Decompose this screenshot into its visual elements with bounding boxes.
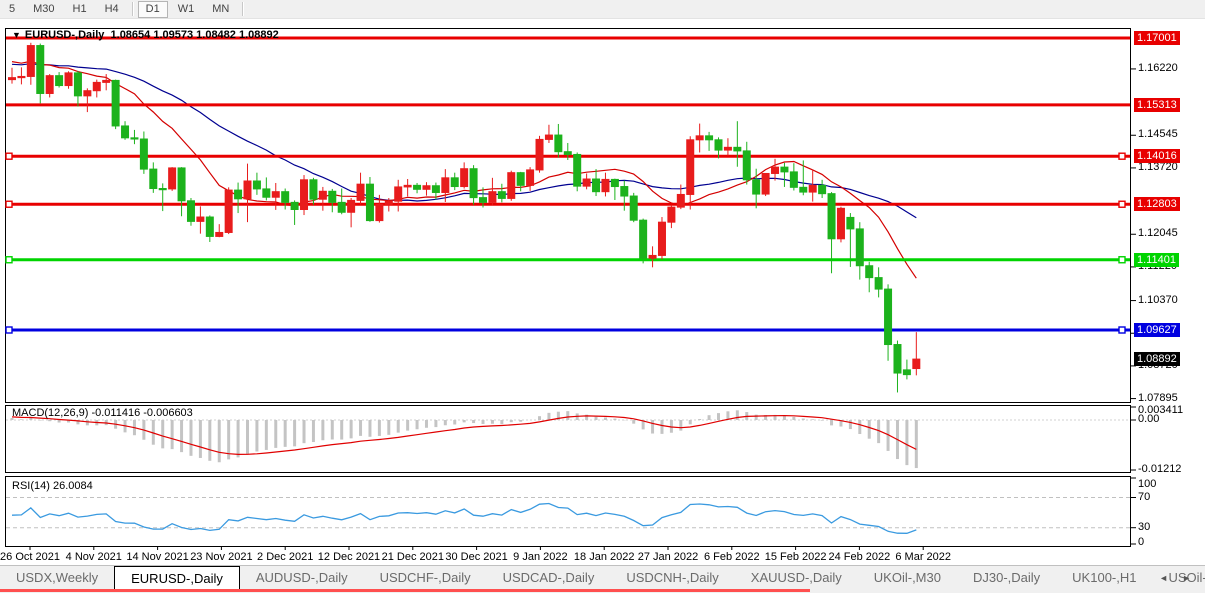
- price-tick-label: 1.12045: [1138, 227, 1178, 240]
- timeframe-toolbar: 5 M30 H1 H4 D1 W1 MN: [0, 0, 1205, 19]
- tab-scroll-left-button[interactable]: ◄: [1159, 572, 1169, 583]
- toolbar-separator: [131, 2, 133, 16]
- date-tick-label: 26 Oct 2021: [0, 551, 60, 563]
- date-tick-label: 6 Mar 2022: [895, 551, 952, 563]
- timeframe-button-H4[interactable]: H4: [104, 2, 119, 15]
- chart-symbol-period: EURUSD-,Daily: [24, 29, 105, 41]
- date-tick-label: 9 Jan 2022: [513, 551, 568, 563]
- chart-tab-usdcnh-daily[interactable]: USDCNH-,Daily: [626, 570, 719, 585]
- date-tick-label: 15 Feb 2022: [764, 551, 827, 563]
- chart-tab-usdchf-daily[interactable]: USDCHF-,Daily: [379, 570, 471, 585]
- chart-tab-eurusd-daily[interactable]: EURUSD-,Daily: [114, 566, 240, 589]
- chart-tab-xauusd-daily[interactable]: XAUUSD-,Daily: [750, 570, 842, 585]
- level-price-badge: 1.15313: [1134, 97, 1180, 112]
- macd-tick-label: 0.00: [1138, 413, 1160, 425]
- chart-tab-audusd-daily[interactable]: AUDUSD-,Daily: [255, 570, 348, 585]
- date-tick-label: 18 Jan 2022: [573, 551, 635, 563]
- rsi-tick-label: 100: [1138, 478, 1157, 490]
- macd-label: MACD(12,26,9) -0.011416 -0.006603: [12, 407, 193, 419]
- timeframe-button-D1[interactable]: D1: [137, 0, 168, 18]
- chart-tab-ukoil-m30[interactable]: UKOil-,M30: [873, 570, 941, 585]
- rsi-tick-label: 70: [1138, 490, 1151, 503]
- date-tick-label: 23 Nov 2021: [190, 551, 253, 563]
- bottom-red-line: [0, 589, 810, 592]
- chart-tab-usdcad-daily[interactable]: USDCAD-,Daily: [502, 570, 595, 585]
- price-tick-label: 1.07895: [1138, 391, 1178, 404]
- date-axis[interactable]: 26 Oct 2021 4 Nov 2021 14 Nov 2021 23 Nov 2…: [0, 548, 1205, 564]
- date-tick-label: 27 Jan 2022: [637, 551, 699, 563]
- chart-dropdown-caret-icon: ▼: [12, 30, 21, 40]
- macd-tick-label: -0.01212: [1138, 462, 1182, 475]
- timeframe-button-M30[interactable]: M30: [33, 2, 55, 15]
- chart-title: ▼ EURUSD-,Daily 1.08654 1.09573 1.08482 1…: [12, 29, 279, 41]
- price-tick-label: 1.16220: [1138, 61, 1178, 74]
- price-tick-label: 1.10370: [1138, 293, 1178, 306]
- level-price-badge: 1.09627: [1134, 323, 1180, 337]
- macd-tick-label: 0.003411: [1138, 404, 1184, 416]
- price-chart-pane[interactable]: [5, 28, 1131, 403]
- date-tick-label: 14 Nov 2021: [126, 551, 189, 563]
- rsi-indicator-pane[interactable]: [5, 476, 1131, 547]
- chart-tab-usoil-h1[interactable]: USOil-,H1: [1168, 570, 1205, 585]
- date-tick-label: 6 Feb 2022: [703, 551, 760, 563]
- date-tick-label: 12 Dec 2021: [317, 551, 381, 563]
- price-tick-label: 1.14545: [1138, 128, 1178, 141]
- chart-ohlc-readout: 1.08654 1.09573 1.08482 1.08892: [110, 29, 279, 41]
- chart-tab-dj30-daily[interactable]: DJ30-,Daily: [972, 570, 1041, 585]
- tab-scroll-right-button[interactable]: ►: [1182, 572, 1191, 583]
- rsi-tick-label: 0: [1138, 536, 1145, 548]
- level-price-badge: 1.17001: [1134, 31, 1180, 45]
- date-tick-label: 21 Dec 2021: [381, 551, 444, 563]
- date-tick-label: 24 Feb 2022: [828, 551, 891, 563]
- rsi-label: RSI(14) 26.0084: [12, 480, 93, 492]
- level-price-badge: 1.14016: [1134, 149, 1180, 164]
- price-scale-axis[interactable]: 1.162201.145451.137201.120451.112201.103…: [1132, 28, 1205, 548]
- date-tick-label: 4 Nov 2021: [65, 551, 122, 563]
- rsi-tick-label: 30: [1138, 520, 1151, 533]
- level-price-badge: 1.11401: [1134, 252, 1179, 267]
- timeframe-button-MN[interactable]: MN: [212, 2, 230, 15]
- toolbar-separator: [242, 2, 244, 16]
- chart-tab-uk100-h1[interactable]: UK100-,H1: [1072, 570, 1137, 585]
- date-tick-label: 30 Dec 2021: [445, 551, 508, 563]
- timeframe-button-W1[interactable]: W1: [177, 2, 195, 15]
- timeframe-button-5[interactable]: 5: [9, 2, 16, 15]
- chart-tab-usdx-weekly[interactable]: USDX,Weekly: [16, 570, 99, 585]
- level-price-badge: 1.12803: [1134, 197, 1180, 212]
- timeframe-button-H1[interactable]: H1: [72, 2, 87, 15]
- chart-tab-bar: USDX,Weekly EURUSD-,Daily AUDUSD-,Daily USD…: [0, 565, 1205, 589]
- price-tick-label: 1.13720: [1138, 160, 1178, 173]
- date-tick-label: 2 Dec 2021: [257, 551, 314, 563]
- current-price-badge: 1.08892: [1134, 352, 1180, 367]
